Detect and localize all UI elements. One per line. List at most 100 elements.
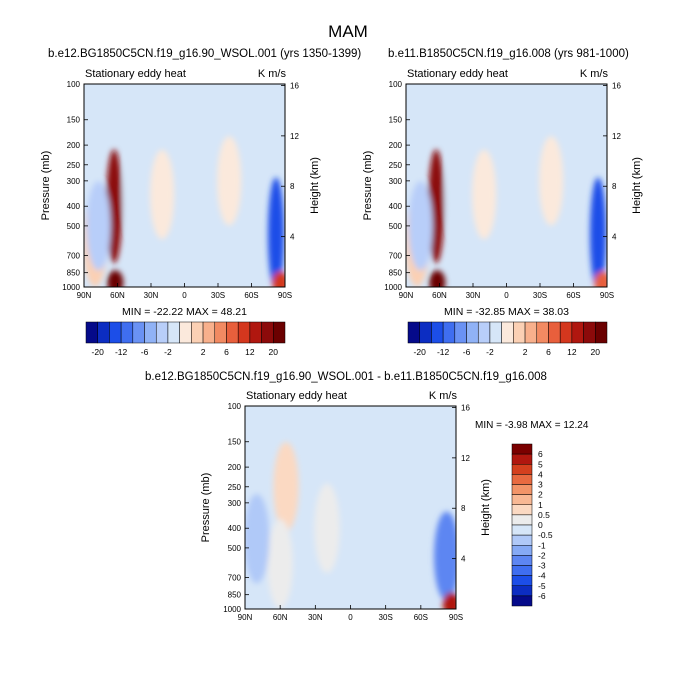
colorbar-swatch	[261, 321, 274, 344]
colorbar-2: -20 -12 -6 -2 2 6 12 20	[407, 321, 608, 357]
panel-2-right-string: K m/s	[580, 68, 609, 80]
y-tick-label: 250	[228, 483, 242, 492]
contour-feature-7	[539, 136, 564, 226]
panel-1-ylabel: Pressure (mb)	[40, 151, 52, 221]
figure-title: MAM	[328, 22, 368, 41]
panel-3-ylabel: Pressure (mb)	[200, 473, 212, 543]
contour-feature-5	[408, 181, 433, 271]
y-tick-label: 1000	[384, 283, 402, 292]
panel-3-right-string: K m/s	[429, 390, 458, 402]
y-tick-label: 100	[67, 80, 81, 89]
panel-2-y2label: Height (km)	[631, 157, 643, 214]
y2-tick-label: 16	[612, 81, 621, 90]
y2-tick-label: 8	[290, 182, 295, 191]
y-tick-label: 1000	[223, 605, 241, 614]
panel-3-title: b.e12.BG1850C5CN.f19_g16.90_WSOL.001 - b…	[145, 371, 547, 383]
colorbar-swatch	[191, 321, 204, 344]
panel-3-contours	[245, 442, 456, 609]
colorbar-swatch	[466, 321, 479, 344]
y2-tick-label: 4	[290, 233, 295, 242]
contour-feature-2	[429, 270, 446, 287]
y2-tick-label: 12	[612, 132, 621, 141]
y-tick-label: 850	[389, 269, 403, 278]
colorbar-swatch	[511, 534, 533, 546]
panel-1-right-string: K m/s	[258, 68, 287, 80]
x-tick-label: 30S	[379, 613, 393, 622]
y-tick-label: 850	[228, 591, 242, 600]
contour-feature-4	[472, 149, 497, 240]
y-tick-label: 200	[389, 141, 403, 150]
y-tick-label: 400	[389, 202, 403, 211]
colorbar-label: 1	[538, 500, 543, 510]
colorbar-swatch	[511, 565, 533, 576]
panel-2-contours	[406, 136, 607, 287]
y-tick-label: 850	[67, 269, 81, 278]
y2-tick-label: 16	[290, 81, 299, 90]
y-tick-label: 100	[389, 80, 403, 89]
contour-feature-4	[314, 483, 340, 573]
colorbar-label: 12	[245, 347, 255, 357]
x-tick-label: 90S	[449, 613, 463, 622]
y-tick-label: 500	[389, 222, 403, 231]
colorbar-swatch	[524, 321, 538, 344]
colorbar-label: -6	[538, 591, 546, 601]
colorbar-label: 0	[538, 520, 543, 530]
panel-3-stats: MIN = -3.98 MAX = 12.24	[475, 420, 589, 431]
colorbar-swatch	[511, 545, 533, 556]
colorbar-swatch	[144, 321, 157, 344]
colorbar-label: 6	[546, 347, 551, 357]
colorbar-label: -3	[538, 561, 546, 571]
panel-1-contours	[84, 136, 285, 287]
colorbar-swatch	[511, 555, 533, 566]
x-tick-label: 30N	[144, 291, 159, 300]
colorbar-label: 5	[538, 459, 543, 469]
panel-1-stats: MIN = -22.22 MAX = 48.21	[122, 306, 247, 318]
colorbar-swatch	[511, 524, 533, 536]
y-tick-label: 200	[67, 141, 81, 150]
contour-feature-2	[267, 519, 293, 609]
colorbar-label: -4	[538, 571, 546, 581]
colorbar-label: 6	[224, 347, 229, 357]
colorbar-swatch	[120, 321, 134, 344]
colorbar-swatch	[85, 321, 98, 344]
y-tick-label: 700	[389, 252, 403, 261]
colorbar-label: -20	[92, 347, 105, 357]
panel-2-title: b.e11.B1850C5CN.f19_g16.008 (yrs 981-100…	[388, 48, 629, 60]
colorbar-swatch	[167, 321, 180, 344]
colorbar-swatch	[511, 504, 533, 516]
y-tick-label: 150	[67, 116, 81, 125]
y2-tick-label: 16	[461, 403, 470, 412]
y-tick-label: 400	[228, 524, 242, 533]
contour-feature-3	[245, 493, 270, 584]
colorbar-swatch	[419, 321, 432, 344]
colorbar-swatch	[511, 484, 533, 495]
colorbar-label: 0.5	[538, 510, 550, 520]
colorbar-swatch	[179, 321, 192, 344]
colorbar-swatch	[536, 321, 549, 344]
colorbar-label: 12	[567, 347, 577, 357]
contour-feature-5	[349, 471, 375, 562]
colorbar-swatch	[511, 474, 533, 485]
panel-2-stats: MIN = -32.85 MAX = 38.03	[444, 306, 569, 318]
colorbar-swatch	[273, 321, 286, 344]
panel-2-ylabel: Pressure (mb)	[362, 151, 374, 221]
colorbar-swatch	[583, 321, 596, 344]
colorbar-label: -5	[538, 581, 546, 591]
y-tick-label: 300	[389, 177, 403, 186]
colorbar-swatch	[501, 321, 514, 344]
x-tick-label: 60S	[566, 291, 580, 300]
contour-feature-8	[268, 177, 285, 287]
contour-feature-2	[107, 270, 124, 287]
contour-feature-9	[272, 271, 285, 287]
y-tick-label: 250	[67, 161, 81, 170]
contour-feature-7	[217, 136, 242, 226]
contour-feature-8	[590, 177, 607, 287]
colorbar-swatch	[571, 321, 584, 344]
x-tick-label: 90S	[600, 291, 614, 300]
colorbar-label: 20	[591, 347, 601, 357]
contour-feature-5	[86, 181, 111, 271]
colorbar-label: -20	[414, 347, 427, 357]
colorbar-label: 4	[538, 469, 543, 479]
panel-2-left-string: Stationary eddy heat	[407, 68, 508, 80]
